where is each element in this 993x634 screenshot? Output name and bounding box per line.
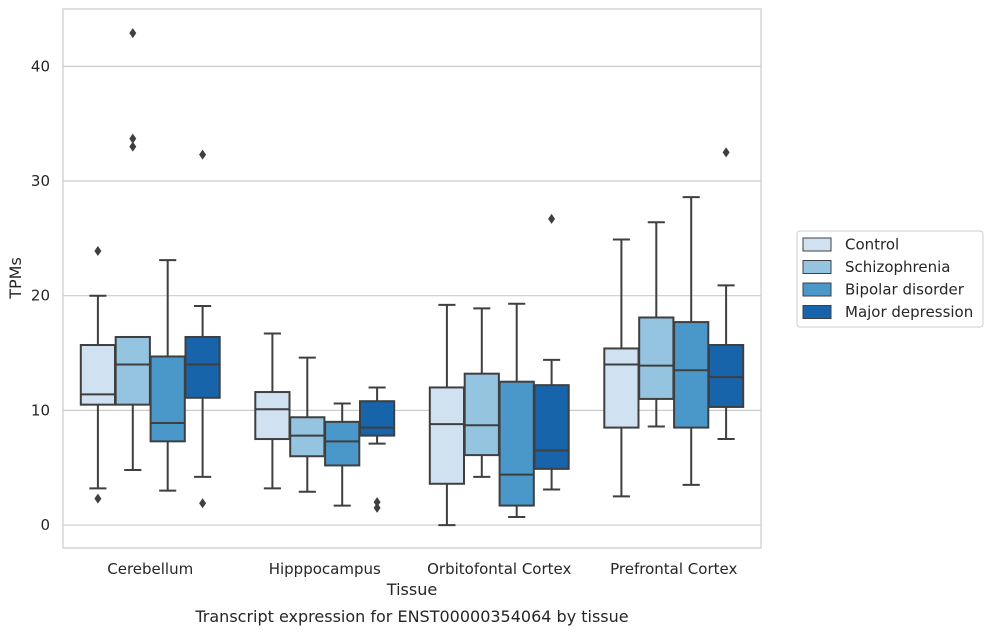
legend-label: Bipolar disorder: [845, 281, 965, 299]
legend-label: Control: [845, 236, 899, 254]
y-tick-label: 30: [31, 172, 50, 190]
box-major-depression: [707, 147, 745, 441]
box-iqr: [79, 344, 117, 406]
box-major-depression: [184, 149, 221, 509]
plot-area: [62, 8, 762, 549]
legend-frame: [796, 230, 984, 328]
legend-label: Major depression: [845, 303, 973, 321]
box-iqr: [673, 321, 710, 429]
y-axis-label: TPMs: [6, 257, 25, 300]
x-axis-label: Tissue: [386, 580, 437, 599]
box-schizophrenia: [289, 356, 326, 493]
box-iqr: [254, 391, 291, 441]
outlier-marker: [129, 133, 137, 144]
y-axis-ticks: 0 10 20 30 40: [31, 57, 50, 534]
y-tick-label: 20: [31, 287, 50, 305]
box-bipolar-disorder: [498, 302, 535, 519]
box-iqr: [184, 335, 221, 399]
x-tick-label: Cerebellum: [107, 560, 193, 578]
legend: Control Schizophrenia Bipolar disorder Majo…: [796, 230, 984, 328]
y-tick-label: 0: [40, 516, 50, 534]
box-major-depression: [533, 213, 570, 491]
box-series: [79, 28, 745, 527]
box-iqr: [498, 380, 535, 507]
legend-swatch: [802, 282, 832, 297]
outlier-marker: [129, 28, 137, 39]
box-iqr: [324, 420, 361, 467]
box-schizophrenia: [114, 28, 151, 472]
x-axis-ticks: Cerebellum Hipppocampus Orbitofontal Corte…: [107, 560, 737, 578]
outlier-marker: [199, 498, 207, 509]
outlier-marker: [94, 493, 102, 504]
box-iqr: [533, 384, 570, 470]
legend-swatch: [802, 260, 832, 274]
outlier-marker: [129, 141, 137, 152]
outlier-marker: [373, 502, 381, 513]
box-iqr: [428, 386, 466, 485]
legend-label: Schizophrenia: [845, 258, 950, 276]
box-iqr: [149, 355, 186, 443]
outlier-marker: [722, 147, 730, 158]
box-control: [79, 245, 117, 504]
box-iqr: [638, 316, 675, 400]
x-tick-label: Prefrontal Cortex: [610, 560, 737, 578]
box-iqr: [707, 344, 745, 408]
box-bipolar-disorder: [149, 259, 186, 492]
legend-swatch: [802, 305, 832, 319]
box-iqr: [358, 400, 396, 437]
outlier-marker: [373, 497, 381, 508]
outlier-marker: [199, 149, 207, 160]
box-major-depression: [358, 386, 396, 513]
box-bipolar-disorder: [324, 402, 361, 507]
box-iqr: [463, 372, 500, 457]
outlier-marker: [548, 213, 556, 224]
legend-swatch: [802, 237, 832, 252]
box-schizophrenia: [638, 221, 675, 428]
box-iqr: [114, 335, 151, 406]
box-control: [603, 238, 640, 498]
box-schizophrenia: [463, 307, 500, 478]
x-tick-label: Orbitofontal Cortex: [427, 560, 571, 578]
x-tick-label: Hipppocampus: [269, 560, 381, 578]
outlier-marker: [94, 245, 102, 256]
y-tick-label: 10: [31, 401, 50, 419]
box-iqr: [603, 347, 640, 429]
box-iqr: [289, 416, 326, 458]
chart-caption: Transcript expression for ENST0000035406…: [194, 607, 628, 626]
box-control: [254, 332, 291, 490]
y-tick-label: 40: [31, 57, 50, 75]
